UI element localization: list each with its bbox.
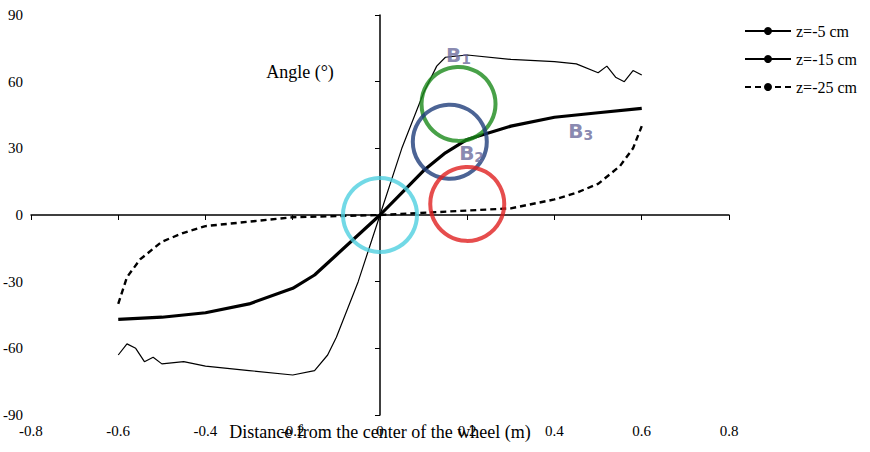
svg-text:-0.8: -0.8 [19,423,43,439]
svg-text:-0.6: -0.6 [106,423,130,439]
svg-text:Angle (°): Angle (°) [266,62,334,83]
svg-text:-30: -30 [3,274,23,290]
svg-text:Distance from the center of th: Distance from the center of the wheel (m… [229,422,530,443]
svg-text:z=-15 cm: z=-15 cm [796,51,858,68]
svg-text:90: 90 [8,7,23,23]
svg-text:-90: -90 [3,407,23,423]
svg-text:B: B [446,43,461,67]
svg-text:3: 3 [583,127,593,143]
svg-text:0: 0 [15,207,23,223]
svg-text:0.4: 0.4 [545,423,564,439]
svg-text:z=-5 cm: z=-5 cm [796,23,850,40]
svg-text:B: B [459,141,474,165]
svg-text:B: B [568,119,583,143]
svg-text:0.6: 0.6 [632,423,651,439]
svg-text:1: 1 [461,51,471,67]
svg-text:z=-25 cm: z=-25 cm [796,79,858,96]
svg-text:0.8: 0.8 [720,423,739,439]
svg-text:30: 30 [8,140,23,156]
svg-text:60: 60 [8,74,23,90]
svg-text:2: 2 [474,149,484,165]
svg-text:-60: -60 [3,340,23,356]
svg-text:-0.4: -0.4 [194,423,218,439]
